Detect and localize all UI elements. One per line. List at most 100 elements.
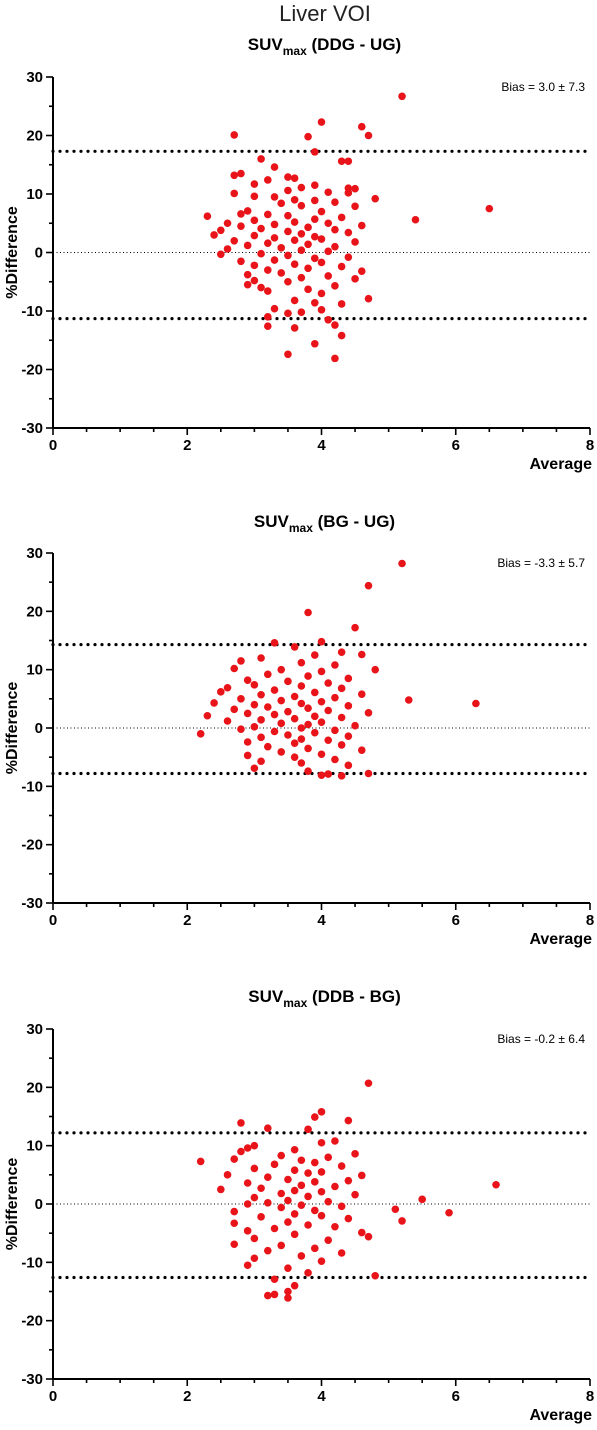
data-point [310,299,319,307]
data-point [337,213,346,222]
data-point [324,736,333,745]
data-point [304,240,312,249]
chart-title: SUVmax (BG - UG) [254,512,395,535]
data-point [284,211,292,220]
data-point [331,755,339,764]
data-point [237,1147,245,1156]
data-point [411,215,420,224]
data-point [257,690,265,699]
y-tick-label: 0 [35,1196,43,1213]
data-point [257,249,265,258]
data-point [472,699,480,708]
data-point [317,289,326,298]
data-point [290,692,299,701]
data-point [250,192,259,201]
data-point [418,1195,426,1204]
x-tick-label: 0 [49,912,57,929]
data-point [297,682,306,690]
data-point [310,181,319,190]
data-point [243,738,252,746]
data-point [304,608,312,617]
chart-panel-1: SUVmax (DDG - UG) -30 -20 -10 0 10 20 30 0 2 4 6 8 Av… [4,35,594,473]
data-point [304,672,312,680]
y-axis-label: %Difference [4,1158,21,1251]
data-point [371,665,380,674]
data-point [277,199,286,208]
data-point [310,651,319,659]
data-point [337,1202,346,1211]
data-point [264,239,272,247]
data-point [331,354,339,363]
data-point [250,1164,259,1173]
y-tick-label: 30 [26,1021,43,1038]
data-point [237,1119,245,1127]
data-point [317,118,326,126]
data-point [277,696,286,705]
data-point [357,267,366,276]
chart-title-rest: (DDB - BG) [307,987,400,1006]
data-point [310,1244,319,1253]
data-point [284,731,292,739]
data-point [250,764,259,773]
data-point [290,1210,299,1218]
x-tick-label: 4 [317,912,326,929]
x-tick-label: 6 [452,912,460,929]
data-point [230,237,239,245]
data-point [357,221,366,230]
data-point [290,1281,299,1290]
data-point [351,1190,359,1199]
data-point [223,717,232,725]
data-point [290,236,299,245]
data-point [364,131,373,140]
data-point [337,262,346,271]
x-tick-label: 0 [49,437,57,454]
data-point [304,1169,312,1177]
data-point [290,196,299,204]
data-point [337,713,346,722]
y-tick-label: 10 [26,662,43,679]
data-point [310,148,319,156]
data-point [297,229,306,238]
data-point [264,287,272,295]
data-point [304,1192,312,1201]
y-tick-label: -10 [21,1254,43,1271]
data-point [230,1240,239,1249]
y-tick-label: -30 [21,1371,43,1388]
data-point [250,1141,259,1150]
data-point [297,658,306,667]
data-point [243,1200,252,1208]
data-point [317,306,326,314]
data-point [331,198,339,206]
data-point [324,188,333,197]
x-axis-label: Average [529,1407,592,1424]
data-point [290,1145,299,1154]
data-point [297,183,306,192]
data-point [230,664,239,673]
data-point [371,1271,380,1280]
data-point [223,683,232,692]
data-point [257,224,265,233]
data-point [297,1201,306,1209]
data-point [351,184,359,193]
chart-panel-3: SUVmax (DDB - BG) -30 -20 -10 0 10 20 30 0 2 4 6 8 Av… [4,987,594,1424]
data-point [297,759,306,767]
data-point [270,304,279,313]
data-point [277,748,286,756]
data-point [324,706,333,715]
data-point [284,251,292,260]
data-point [310,1113,319,1121]
data-point [290,260,299,269]
data-point [310,254,319,263]
data-point [364,294,373,303]
data-point [223,219,232,228]
data-point [398,92,406,101]
data-point [357,122,366,131]
data-point [317,1138,326,1147]
x-tick-label: 6 [452,437,460,454]
data-point [391,1205,400,1214]
data-point [284,309,292,318]
data-point [297,1252,306,1260]
y-tick-label: 30 [26,69,43,86]
data-point [210,231,218,239]
